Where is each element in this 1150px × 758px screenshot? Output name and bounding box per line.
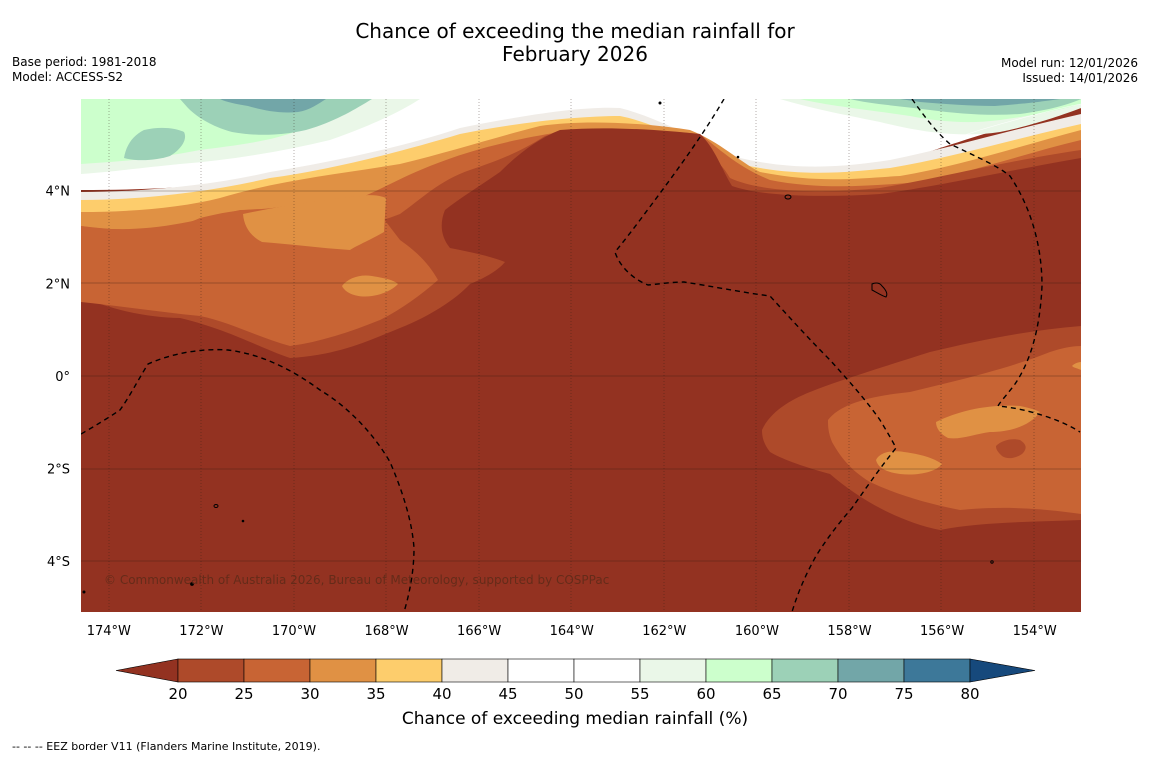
island-6 (990, 560, 994, 564)
colorbar-segment (375, 658, 443, 683)
eez-border-west (81, 348, 415, 612)
lon-label: 154°W (1013, 624, 1057, 639)
map-title-line2: February 2026 (502, 42, 648, 66)
colorbar-tick-label: 40 (432, 685, 451, 700)
contour-70-75-northwest (220, 99, 326, 113)
colorbar-tick-label: 75 (894, 685, 913, 700)
colorbar-segment (441, 658, 509, 683)
base-period-text: Base period: 1981-2018 (12, 55, 157, 69)
colorbar-segment (771, 658, 839, 683)
lon-label: 156°W (920, 624, 964, 639)
graticule-lat (81, 190, 1081, 562)
colorbar-tick-label: 50 (564, 685, 583, 700)
latitude-labels: 4°N 2°N 0° 2°S 4°S (46, 185, 71, 570)
colorbar-segment (177, 658, 245, 683)
colorbar-segment (903, 658, 971, 683)
lon-label: 158°W (827, 624, 871, 639)
colorbar-tick-label: 60 (696, 685, 715, 700)
colorbar-label: Chance of exceeding median rainfall (%) (401, 709, 749, 729)
island-4 (190, 582, 194, 586)
island-8 (736, 155, 740, 159)
contour-fills: © Commonwealth of Australia 2026, Bureau… (81, 99, 1081, 612)
colorbar-tick-label: 80 (960, 685, 979, 700)
colorbar-tick-label: 35 (366, 685, 385, 700)
lon-label: 168°W (364, 624, 408, 639)
colorbar-segment (309, 658, 377, 683)
colorbar-over-arrow (969, 658, 1036, 683)
colorbar-segment (705, 658, 773, 683)
contour-30-35-small-patch (342, 275, 398, 297)
colorbar-tick-label: 25 (234, 685, 253, 700)
model-run-text: Model run: 12/01/2026 (1000, 56, 1138, 70)
contour-30-35-east-edge (1072, 362, 1081, 370)
island-9 (82, 590, 86, 594)
copyright-text: © Commonwealth of Australia 2026, Bureau… (104, 573, 609, 587)
lat-label: 2°S (47, 462, 70, 477)
lon-label: 170°W (272, 624, 316, 639)
colorbar-segment (639, 658, 707, 683)
lon-label: 174°W (87, 624, 131, 639)
island-5 (241, 519, 245, 523)
lon-label: 164°W (550, 624, 594, 639)
island-7 (658, 101, 662, 105)
contour-65-70-northwest (180, 99, 372, 135)
eez-border-central (614, 99, 897, 612)
island-3 (213, 504, 219, 508)
map-title-line1: Chance of exceeding the median rainfall … (355, 19, 795, 43)
lat-label: 0° (55, 370, 70, 385)
eez-border-east (911, 99, 1081, 433)
islands (82, 101, 994, 594)
meta-right: Model run: 12/01/2026 Issued: 14/01/2026 (1001, 56, 1138, 86)
lon-label: 166°W (457, 624, 501, 639)
contour-30-35-west-patch (243, 195, 386, 250)
contour-isolines (81, 101, 1081, 185)
eez-borders (81, 99, 1081, 612)
colorbar-tick-label: 30 (300, 685, 319, 700)
colorbar-tick-label: 70 (828, 685, 847, 700)
colorbar-under-arrow (115, 658, 179, 683)
colorbar: 20 25 30 35 40 45 50 55 60 65 70 75 80 (115, 658, 1036, 700)
lon-label: 160°W (735, 624, 779, 639)
island-1 (784, 194, 792, 200)
issued-text: Issued: 14/01/2026 (1022, 71, 1138, 85)
island-2 (871, 282, 888, 298)
rainfall-map: © Commonwealth of Australia 2026, Bureau… (46, 99, 1081, 700)
lon-label: 172°W (179, 624, 223, 639)
colorbar-tick-label: 20 (168, 685, 187, 700)
lat-label: 4°N (46, 185, 71, 200)
colorbar-tick-label: 65 (762, 685, 781, 700)
colorbar-segment (573, 658, 641, 683)
map-title: Chance of exceeding the median rainfall … (0, 20, 1150, 66)
contour-20-25-southeast-spot (996, 439, 1026, 459)
contour-65-70-west-patch (124, 127, 186, 161)
lon-label: 162°W (642, 624, 686, 639)
colorbar-segment (507, 658, 575, 683)
longitude-labels: 174°W 172°W 170°W 168°W 166°W 164°W 162°W 160°W… (87, 624, 1057, 639)
lat-label: 4°S (47, 555, 70, 570)
colorbar-segment (243, 658, 311, 683)
colorbar-segment (837, 658, 905, 683)
contour-below-20-main (81, 128, 1081, 612)
colorbar-tick-label: 55 (630, 685, 649, 700)
contour-70-75-northeast (900, 99, 1060, 106)
colorbar-tick-label: 45 (498, 685, 517, 700)
contour-30-35-southeast-a (936, 405, 1040, 439)
model-text: Model: ACCESS-S2 (12, 70, 124, 84)
eez-footnote: -- -- -- EEZ border V11 (Flanders Marine… (12, 740, 321, 753)
lat-label: 2°N (46, 277, 71, 292)
meta-left: Base period: 1981-2018 Model: ACCESS-S2 (12, 55, 157, 85)
